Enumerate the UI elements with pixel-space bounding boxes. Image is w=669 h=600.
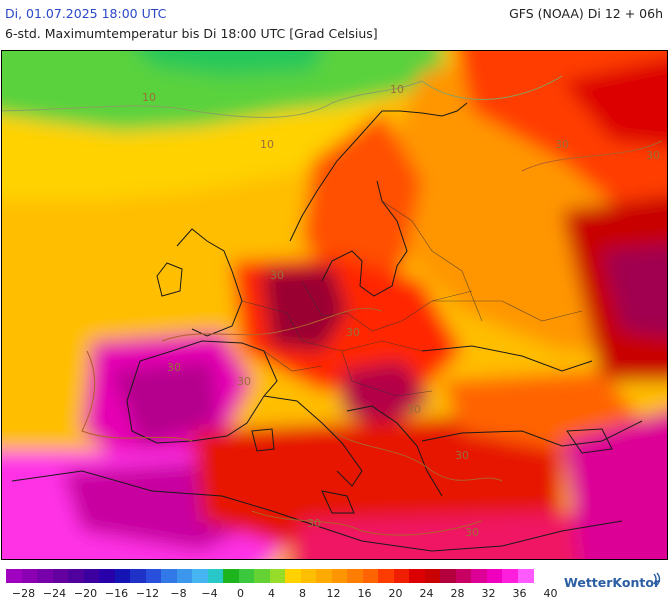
isotherm-labels: 10 10 10 30 30 30 30 30 30 30 30 30 30: [142, 83, 660, 539]
legend-swatch: [517, 569, 534, 583]
legend-swatch: [83, 569, 100, 583]
legend-tick-label: 12: [326, 587, 341, 600]
date-time-label: Di, 01.07.2025 18:00 UTC: [5, 6, 167, 21]
legend-swatch: [207, 569, 224, 583]
legend-swatch: [176, 569, 193, 583]
legend-tick-label: −16: [104, 587, 129, 600]
legend-swatch: [393, 569, 410, 583]
contour-label: 30: [407, 403, 421, 416]
legend-tick-label: −20: [73, 587, 98, 600]
contour-label: 30: [455, 449, 469, 462]
legend-tick-label: −12: [135, 587, 160, 600]
legend-swatch: [409, 569, 425, 583]
legend-swatch: [192, 569, 208, 583]
legend-tick-label: 8: [299, 587, 306, 600]
legend-swatch: [502, 569, 518, 583]
legend-swatch: [269, 569, 286, 583]
map-canvas: 10 10 10 30 30 30 30 30 30 30 30 30 30: [2, 51, 667, 559]
legend-tick-label: 32: [481, 587, 496, 600]
legend-tick-label: 24: [419, 587, 434, 600]
legend-tick-label: 0: [237, 587, 244, 600]
temperature-field: [2, 51, 667, 559]
legend-swatch: [440, 569, 456, 583]
legend-tick-label: 16: [357, 587, 372, 600]
legend-swatch: [161, 569, 177, 583]
legend-tick-label: 40: [543, 587, 558, 600]
legend-tick-label: 4: [268, 587, 275, 600]
legend-swatch: [238, 569, 255, 583]
contour-label: 30: [307, 517, 321, 530]
legend-tick-label: −8: [170, 587, 187, 600]
legend-tick-label: 36: [512, 587, 527, 600]
temperature-map: 10 10 10 30 30 30 30 30 30 30 30 30 30: [1, 50, 668, 560]
legend-swatch: [331, 569, 348, 583]
contour-label: 30: [465, 526, 479, 539]
isotherms: [2, 75, 663, 536]
legend-tick-label: 20: [388, 587, 403, 600]
legend-swatch: [21, 569, 38, 583]
legend-tick-label: −28: [11, 587, 36, 600]
legend-swatch: [285, 569, 301, 583]
brand-signal-icon: [653, 572, 661, 586]
model-run-label: GFS (NOAA) Di 12 + 06h: [509, 6, 663, 21]
legend-swatch: [424, 569, 441, 583]
legend-tick-label: −4: [201, 587, 218, 600]
contour-label: 30: [237, 375, 251, 388]
contour-label: 30: [646, 149, 660, 162]
coastlines: [11, 102, 643, 552]
legend-swatch: [145, 569, 162, 583]
legend-swatch: [316, 569, 332, 583]
legend-swatch: [362, 569, 379, 583]
legend-swatch: [347, 569, 363, 583]
contour-label: 30: [346, 326, 360, 339]
legend-swatch: [455, 569, 472, 583]
contour-label: 30: [270, 269, 284, 282]
legend-swatch: [37, 569, 53, 583]
country-borders: [241, 200, 583, 397]
contour-label: 10: [260, 138, 274, 151]
legend-swatch: [486, 569, 503, 583]
brand-logo[interactable]: WetterKontor: [564, 575, 661, 590]
legend-swatch: [99, 569, 115, 583]
contour-label: 10: [142, 91, 156, 104]
legend-swatch: [6, 569, 22, 583]
legend-swatch: [223, 569, 239, 583]
contour-label: 30: [555, 138, 569, 151]
legend-tick-label: −24: [42, 587, 67, 600]
contour-label: 30: [167, 361, 181, 374]
legend-swatch: [52, 569, 69, 583]
legend-swatch: [254, 569, 270, 583]
legend-tick-label: 28: [450, 587, 465, 600]
legend-swatch: [378, 569, 394, 583]
legend-swatch: [471, 569, 487, 583]
legend-swatch: [114, 569, 131, 583]
legend-swatch: [300, 569, 317, 583]
legend-swatch: [130, 569, 146, 583]
map-subtitle: 6-std. Maximumtemperatur bis Di 18:00 UT…: [5, 26, 378, 41]
contour-label: 10: [390, 83, 404, 96]
legend-swatch: [68, 569, 84, 583]
